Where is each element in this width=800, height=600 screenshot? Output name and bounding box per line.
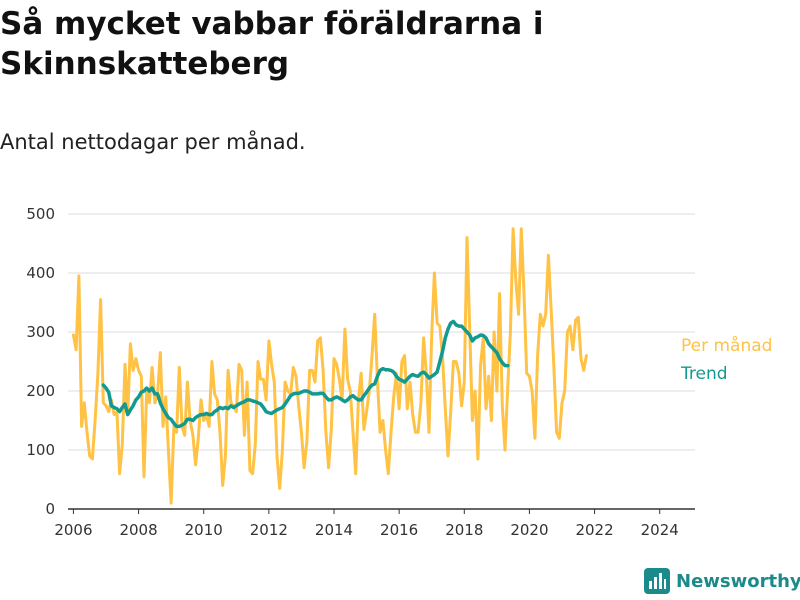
x-tick-label: 2014 bbox=[315, 521, 353, 539]
y-tick-label: 500 bbox=[26, 205, 55, 223]
page-title: Så mycket vabbar föräldrarna i Skinnskat… bbox=[0, 6, 544, 82]
x-tick-label: 2018 bbox=[445, 521, 483, 539]
x-tick-label: 2022 bbox=[575, 521, 613, 539]
x-tick-label: 2024 bbox=[641, 521, 679, 539]
page-subtitle: Antal nettodagar per månad. bbox=[0, 130, 306, 154]
y-tick-label: 400 bbox=[26, 264, 55, 282]
x-tick-label: 2008 bbox=[119, 521, 157, 539]
bar-chart-logo-icon bbox=[644, 568, 670, 594]
y-tick-label: 0 bbox=[45, 500, 55, 518]
legend-label-trend: Trend bbox=[680, 364, 728, 384]
monthly-series-line bbox=[71, 227, 588, 505]
legend-label-monthly: Per månad bbox=[681, 335, 772, 356]
axes: 0 100 200 300 400 500 2006 2008 2010 2012 2014 2016… bbox=[26, 205, 695, 539]
x-tick-label: 2010 bbox=[185, 521, 223, 539]
y-tick-label: 100 bbox=[26, 441, 55, 459]
brand-logo: Newsworthy bbox=[644, 568, 800, 594]
grid-lines bbox=[68, 213, 695, 451]
series-lines bbox=[71, 227, 588, 505]
brand-name: Newsworthy bbox=[676, 570, 800, 592]
x-tick-label: 2012 bbox=[250, 521, 288, 539]
trend-series-line bbox=[101, 319, 510, 429]
x-tick-label: 2016 bbox=[380, 521, 418, 539]
x-tick-label: 2020 bbox=[510, 521, 548, 539]
legend: Per månad Trend bbox=[680, 335, 772, 384]
x-tick-label: 2006 bbox=[54, 521, 92, 539]
y-tick-label: 300 bbox=[26, 323, 55, 341]
y-tick-label: 200 bbox=[26, 382, 55, 400]
